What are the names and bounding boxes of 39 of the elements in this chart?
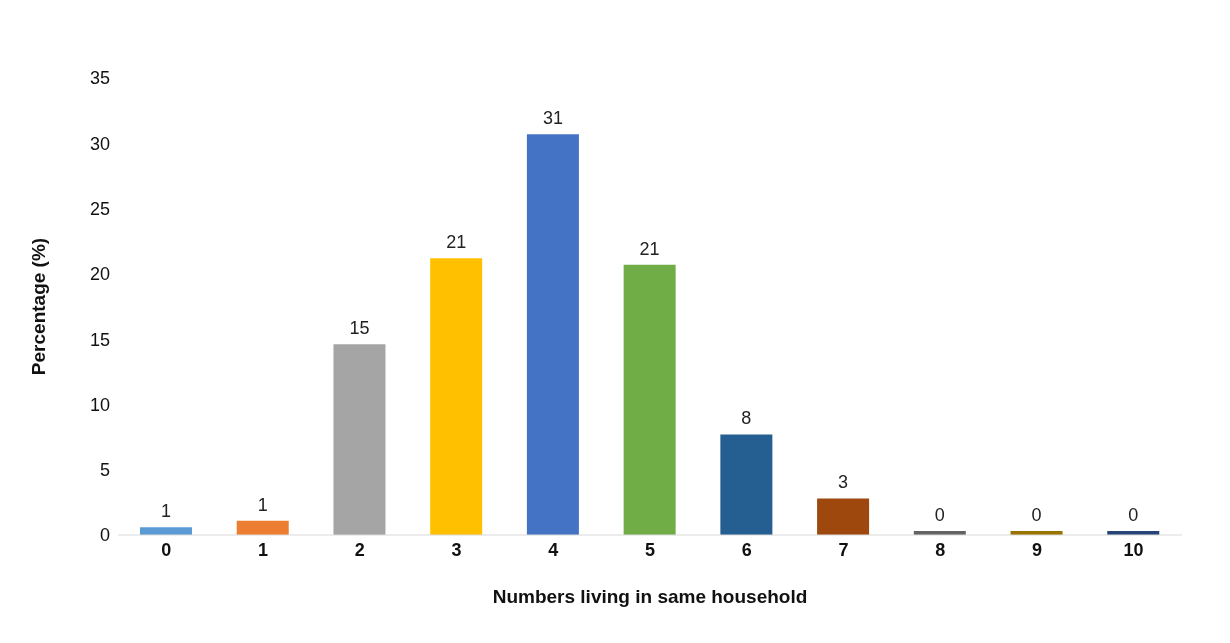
y-tick-label: 5 [99, 460, 110, 481]
x-tick-label: 3 [451, 539, 462, 560]
bar [720, 434, 773, 535]
x-tick-label: 5 [644, 539, 656, 560]
y-tick-label: 15 [89, 329, 110, 350]
y-tick-label: 35 [89, 68, 110, 89]
y-tick-label: 0 [99, 525, 110, 546]
data-label: 21 [446, 232, 467, 253]
x-tick-label: 0 [161, 539, 172, 560]
x-tick-label: 9 [1031, 539, 1042, 560]
bar [623, 264, 676, 535]
bar [817, 498, 870, 535]
x-tick-label: 2 [354, 539, 365, 560]
data-label: 1 [257, 494, 268, 515]
x-tick-label: 6 [741, 539, 752, 560]
y-axis-title: Percentage (%) [27, 237, 49, 376]
data-label: 3 [838, 472, 849, 493]
x-tick-label: 1 [258, 539, 269, 560]
bar [236, 520, 289, 535]
data-label: 8 [741, 408, 752, 429]
data-label: 0 [1031, 505, 1042, 526]
bar [430, 258, 483, 535]
data-label: 1 [160, 501, 172, 522]
x-tick-label: 10 [1123, 539, 1144, 560]
data-label: 21 [639, 238, 660, 259]
data-label: 0 [1128, 505, 1139, 526]
data-label: 31 [542, 108, 563, 129]
x-tick-label: 8 [935, 539, 946, 560]
bar [333, 344, 386, 535]
x-tick-label: 4 [548, 539, 559, 560]
x-tick-label: 7 [838, 539, 849, 560]
y-tick-label: 20 [89, 264, 110, 285]
y-tick-label: 30 [89, 133, 110, 154]
data-label: 15 [349, 318, 370, 339]
bar [526, 134, 579, 535]
data-label: 0 [934, 505, 945, 526]
y-tick-label: 25 [89, 198, 110, 219]
y-tick-label: 10 [89, 394, 110, 415]
x-axis-title: Numbers living in same household [492, 586, 808, 607]
